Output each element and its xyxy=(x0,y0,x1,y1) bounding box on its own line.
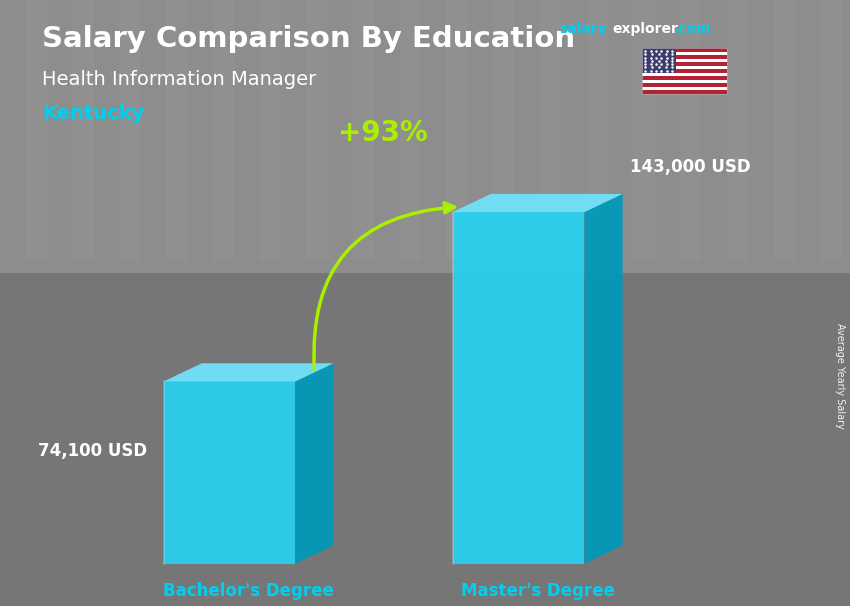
Bar xyxy=(642,48,676,73)
Bar xyxy=(633,0,654,261)
Bar xyxy=(642,70,727,73)
Text: salary: salary xyxy=(559,22,607,36)
Bar xyxy=(642,48,727,94)
Text: Health Information Manager: Health Information Manager xyxy=(42,70,317,90)
Polygon shape xyxy=(584,194,622,564)
Bar xyxy=(642,59,727,62)
Polygon shape xyxy=(452,212,584,564)
Bar xyxy=(0,273,850,606)
Text: 143,000 USD: 143,000 USD xyxy=(631,158,751,176)
Bar xyxy=(642,56,727,59)
Bar xyxy=(26,0,47,261)
Bar xyxy=(820,0,842,261)
Bar xyxy=(642,62,727,66)
Bar xyxy=(727,0,748,261)
Bar xyxy=(680,0,701,261)
Polygon shape xyxy=(452,194,622,212)
Text: .com: .com xyxy=(674,22,711,36)
Bar xyxy=(774,0,795,261)
Polygon shape xyxy=(163,363,333,381)
Bar xyxy=(642,87,727,90)
Bar xyxy=(642,66,727,70)
Bar xyxy=(119,0,140,261)
Bar xyxy=(642,73,727,76)
Bar xyxy=(642,48,727,52)
Text: Kentucky: Kentucky xyxy=(42,104,144,124)
Bar xyxy=(166,0,187,261)
Polygon shape xyxy=(163,381,296,564)
Text: Bachelor's Degree: Bachelor's Degree xyxy=(163,582,334,600)
Text: +93%: +93% xyxy=(337,119,428,147)
Bar xyxy=(353,0,374,261)
Bar xyxy=(642,52,727,56)
Bar xyxy=(400,0,421,261)
Bar xyxy=(642,90,727,94)
Bar xyxy=(259,0,280,261)
Bar xyxy=(586,0,608,261)
Text: explorer: explorer xyxy=(612,22,677,36)
Text: Master's Degree: Master's Degree xyxy=(461,582,615,600)
Bar xyxy=(0,0,850,273)
Bar xyxy=(540,0,561,261)
Text: 74,100 USD: 74,100 USD xyxy=(37,442,146,460)
Polygon shape xyxy=(296,363,333,564)
Bar xyxy=(446,0,468,261)
Bar xyxy=(72,0,94,261)
Bar xyxy=(642,84,727,87)
Bar xyxy=(642,80,727,84)
Text: Average Yearly Salary: Average Yearly Salary xyxy=(835,323,845,428)
Bar xyxy=(493,0,514,261)
Bar xyxy=(212,0,234,261)
Bar xyxy=(306,0,327,261)
Text: Salary Comparison By Education: Salary Comparison By Education xyxy=(42,25,575,53)
Bar xyxy=(642,76,727,80)
